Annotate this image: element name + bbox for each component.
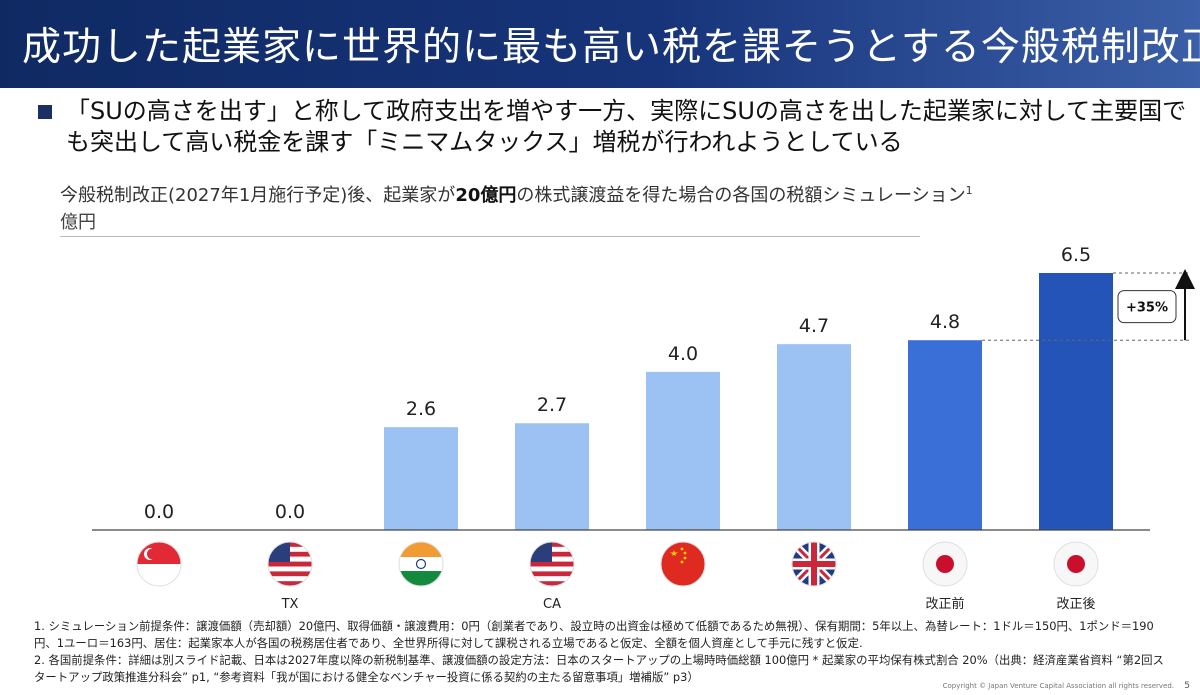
page-number: 5 — [1184, 681, 1190, 691]
bar-5 — [777, 344, 851, 530]
japan-flag-icon — [1053, 541, 1099, 587]
uk-flag-icon — [791, 541, 837, 587]
subtitle-before: 今般税制改正(2027年1月施行予定)後、起業家が — [60, 185, 456, 206]
bars-layer: 0.0 0.0 2.6 2.7 4.0 4.7 4.8 6.5 — [144, 244, 1113, 530]
bar-2 — [384, 427, 458, 530]
bullet-point: 「SUの高さを出す」と称して政府支出を増やす一方、実際にSUの高さを出した起業家… — [38, 96, 1188, 158]
india-flag-icon — [398, 541, 444, 587]
subtitle-footnote-ref: 1 — [965, 184, 973, 197]
value-label-4: 4.0 — [668, 343, 698, 365]
annotation-layer: +35% — [982, 269, 1195, 341]
usa-flag-icon — [267, 541, 313, 587]
bar-6 — [908, 340, 982, 530]
value-label-0: 0.0 — [144, 501, 174, 523]
bullet-text: 「SUの高さを出す」と称して政府支出を増やす一方、実際にSUの高さを出した起業家… — [66, 97, 1187, 156]
copyright: Copyright © Japan Venture Capital Associ… — [943, 681, 1190, 691]
bar-7 — [1039, 273, 1113, 530]
value-label-1: 0.0 — [275, 501, 305, 523]
unit-label: 億円 — [60, 212, 96, 233]
bullet-square-icon — [38, 105, 52, 119]
category-label-7: 改正後 — [1056, 597, 1095, 612]
japan-flag-icon — [922, 541, 968, 587]
value-label-5: 4.7 — [799, 315, 829, 337]
category-label-3: CA — [543, 597, 561, 612]
increase-label: +35% — [1126, 301, 1168, 316]
bar-chart: 0.0 0.0 2.6 2.7 4.0 4.7 4.8 6.5 TX CA 改正前 改正後 +35% — [92, 244, 1195, 612]
value-label-3: 2.7 — [537, 394, 567, 416]
subtitle-after: の株式譲渡益を得た場合の各国の税額シミュレーション — [516, 185, 966, 206]
slide-title: 成功した起業家に世界的に最も高い税を課そうとする今般税制改正 — [22, 25, 1200, 70]
bar-3 — [515, 423, 589, 530]
singapore-flag-icon — [136, 541, 182, 587]
unit-divider — [60, 236, 920, 237]
usa-flag-icon — [529, 541, 575, 587]
footnote-2: 2. 各国前提条件：詳細は別スライド記載、日本は2027年度以降の新税制基準、譲… — [34, 653, 1164, 684]
copyright-text: Copyright © Japan Venture Capital Associ… — [942, 682, 1175, 690]
subtitle-bold: 20億円 — [455, 185, 517, 206]
category-label-1: TX — [281, 597, 299, 612]
category-label-6: 改正前 — [925, 596, 964, 612]
value-label-6: 4.8 — [930, 311, 960, 333]
china-flag-icon — [660, 541, 706, 587]
category-labels-layer: TX CA 改正前 改正後 — [281, 596, 1096, 612]
flags-layer — [136, 541, 1099, 587]
chart-subtitle: 今般税制改正(2027年1月施行予定)後、起業家が20億円の株式譲渡益を得た場合… — [60, 181, 973, 207]
value-label-2: 2.6 — [406, 398, 436, 420]
footnotes: 1. シミュレーション前提条件：譲渡価額（売却額）20億円、取得価額・譲渡費用：… — [34, 618, 1174, 686]
value-label-7: 6.5 — [1061, 244, 1091, 266]
footnote-1: 1. シミュレーション前提条件：譲渡価額（売却額）20億円、取得価額・譲渡費用：… — [34, 619, 1154, 650]
increase-badge — [1117, 290, 1177, 324]
bar-4 — [646, 371, 720, 530]
title-bar: 成功した起業家に世界的に最も高い税を課そうとする今般税制改正 — [0, 0, 1200, 88]
